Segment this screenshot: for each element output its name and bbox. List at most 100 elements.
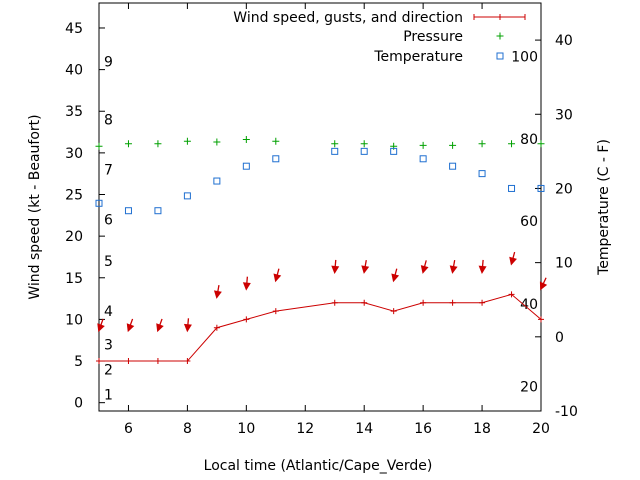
temperature-point (331, 147, 339, 155)
legend-label-temperature: Temperature (373, 49, 463, 65)
y-left-tick-label: 0 (74, 396, 83, 412)
pressure-point (331, 140, 339, 148)
wind-direction-arrow (213, 284, 222, 299)
beaufort-label: 6 (104, 212, 113, 228)
fahrenheit-label: 60 (520, 214, 538, 230)
pressure-point (154, 140, 162, 148)
wind-speed-point (125, 358, 132, 365)
y-left-tick-label: 5 (74, 354, 83, 370)
wind-speed-point (331, 299, 338, 306)
legend-label-wind: Wind speed, gusts, and direction (233, 10, 463, 26)
wind-direction-arrow (539, 277, 548, 291)
wind-arrow-head (273, 273, 282, 283)
wind-direction-arrow (361, 260, 370, 274)
beaufort-label: 4 (104, 304, 113, 320)
wind-direction-arrow (478, 259, 487, 274)
temperature-point (390, 147, 398, 155)
temperature-point (508, 184, 516, 192)
temperature-point (124, 207, 132, 215)
wind-arrow-head (331, 265, 340, 274)
wind-arrow-head (156, 323, 164, 333)
pressure-point (419, 141, 427, 149)
temperature-point (537, 184, 545, 192)
wind-speed-point (449, 299, 456, 306)
beaufort-label: 7 (104, 163, 113, 179)
wind-arrow-head (509, 256, 517, 266)
x-tick-label: 12 (296, 421, 314, 437)
wind-direction-arrow (273, 268, 282, 283)
wind-direction-arrow (391, 268, 400, 283)
y-right-tick-label: 0 (555, 330, 564, 346)
wind-speed-point (243, 316, 250, 323)
x-tick-label: 16 (414, 421, 432, 437)
wind-arrow-head (183, 323, 192, 333)
y-left-tick-label: 30 (65, 146, 83, 162)
legend: Wind speed, gusts, and direction Pressur… (233, 10, 526, 65)
wind-speed-point (272, 308, 279, 315)
y-right-tick-label: 40 (555, 33, 573, 49)
pressure-point (449, 141, 457, 149)
x-tick-label: 14 (355, 421, 373, 437)
pressure-point (95, 142, 103, 150)
pressure-point (183, 137, 191, 145)
marks-layer (95, 136, 548, 365)
legend-sample-wind-ticks (473, 14, 526, 20)
wind-direction-arrow (97, 318, 105, 333)
pressure-point (272, 137, 280, 145)
pressure-point (508, 140, 516, 148)
wind-arrow-head (242, 282, 251, 291)
wind-direction-arrow (242, 276, 251, 291)
temperature-point (449, 162, 457, 170)
plot-border (98, 2, 542, 412)
wind-direction-arrow (449, 260, 458, 274)
wind-speed-point (361, 299, 368, 306)
wind-speed-line (99, 293, 542, 362)
wind-speed-point (390, 308, 397, 315)
x-tick-label: 10 (237, 421, 255, 437)
pressure-point (360, 140, 368, 148)
wind-arrow-head (213, 290, 222, 299)
temperature-point (478, 170, 486, 178)
legend-label-pressure: Pressure (403, 29, 463, 45)
y-left-tick-label: 40 (65, 63, 83, 79)
x-tick-label: 8 (183, 421, 192, 437)
legend-sample-temperature (496, 52, 504, 60)
y-left-tick-label: 45 (65, 21, 83, 37)
pressure-point (124, 140, 132, 148)
wind-speed-point (154, 358, 161, 365)
wind-arrow-head (449, 265, 458, 274)
plot-frame-layer: 6 8 10 12 14 16 18 20051015202530354045-1001020… (65, 2, 578, 437)
beaufort-label: 9 (104, 54, 113, 70)
wind-direction-arrow (331, 259, 340, 274)
wind-direction-arrow (420, 260, 429, 274)
wind-direction-arrow (126, 318, 135, 333)
legend-sample-pressure (496, 32, 504, 40)
y-axis-left-label: Wind speed (kt - Beaufort) (27, 114, 43, 299)
y-left-tick-label: 25 (65, 188, 83, 204)
pressure-point (478, 140, 486, 148)
wind-speed-point (96, 358, 102, 365)
y-right-tick-label: -10 (555, 404, 578, 420)
wind-speed-point (479, 299, 486, 306)
beaufort-label: 1 (104, 387, 113, 403)
wind-speed-point (538, 316, 544, 323)
temperature-point (183, 192, 191, 200)
x-tick-label: 20 (532, 421, 550, 437)
y-right-tick-label: 20 (555, 181, 573, 197)
fahrenheit-label: 20 (520, 380, 538, 396)
temperature-point (272, 155, 280, 163)
pressure-point (213, 138, 221, 146)
fahrenheit-label: 80 (520, 132, 538, 148)
fahrenheit-label: 40 (520, 297, 538, 313)
temperature-point (95, 199, 103, 207)
wind-direction-arrow (509, 251, 517, 266)
temperature-point (242, 162, 250, 170)
x-tick-label: 18 (473, 421, 491, 437)
temperature-point (419, 155, 427, 163)
wind-arrow-head (361, 265, 370, 274)
beaufort-label: 8 (104, 113, 113, 129)
wind-speed-point (508, 291, 515, 298)
y-left-tick-label: 15 (65, 271, 83, 287)
beaufort-label: 2 (104, 362, 113, 378)
